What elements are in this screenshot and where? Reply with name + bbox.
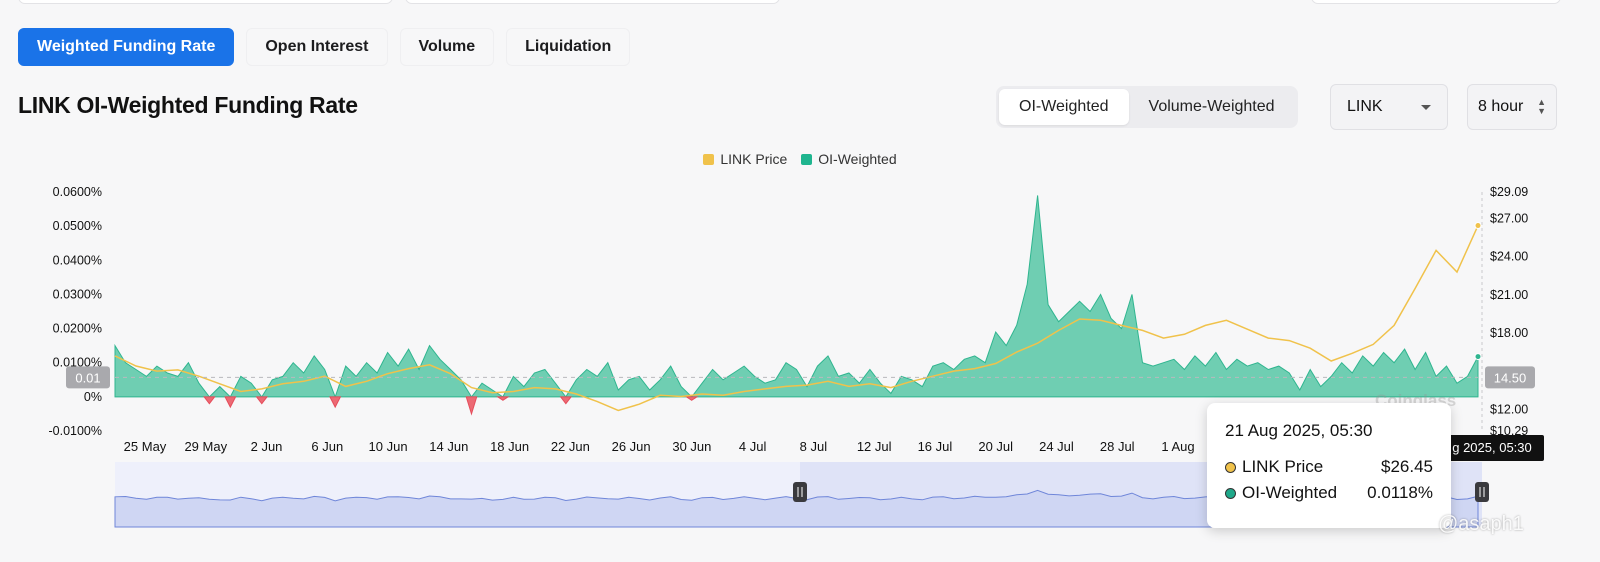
y-left-tick-label: 0.0200% bbox=[53, 322, 102, 336]
funding-negative-dip bbox=[203, 396, 216, 405]
interval-select-value: 8 hour bbox=[1478, 98, 1524, 115]
symbol-select[interactable]: LINK bbox=[1330, 84, 1448, 130]
x-tick-label: 28 Jul bbox=[1100, 439, 1135, 454]
crosshair-x-label: g 2025, 05:30 bbox=[1452, 440, 1532, 455]
funding-negative-dip bbox=[329, 396, 342, 409]
metric-tabs: Weighted Funding Rate Open Interest Volu… bbox=[18, 28, 631, 66]
legend-swatch-price bbox=[703, 153, 715, 165]
tooltip-funding-label: OI-Weighted bbox=[1242, 483, 1338, 502]
crosshair-x-badge bbox=[1440, 435, 1544, 461]
y-left-tick-label: 0.0300% bbox=[53, 287, 102, 301]
chart-tooltip: 21 Aug 2025, 05:30 LINK Price $26.45 OI-… bbox=[1207, 403, 1451, 528]
x-tick-label: 2 Jun bbox=[251, 439, 283, 454]
x-tick-label: 26 Jun bbox=[612, 439, 651, 454]
y-right-tick-label: $27.00 bbox=[1490, 212, 1528, 226]
x-tick-label: 24 Jul bbox=[1039, 439, 1074, 454]
tab-open-interest[interactable]: Open Interest bbox=[246, 28, 388, 66]
y-left-tick-label: 0.0600% bbox=[53, 185, 102, 199]
x-tick-label: 4 Jul bbox=[739, 439, 767, 454]
y-left-tick-label: 0.0100% bbox=[53, 356, 102, 370]
navigator-handle-left[interactable] bbox=[793, 482, 807, 502]
legend-swatch-funding bbox=[801, 153, 813, 165]
weighting-toggle: OI-Weighted Volume-Weighted bbox=[996, 86, 1298, 128]
tooltip-price-value: $26.45 bbox=[1381, 457, 1433, 476]
x-tick-label: 1 Aug bbox=[1161, 439, 1194, 454]
symbol-select-value: LINK bbox=[1347, 98, 1383, 115]
funding-dot-icon bbox=[1225, 487, 1236, 499]
chevron-down-icon bbox=[1421, 104, 1431, 110]
up-down-icon: ▲ ▼ bbox=[1537, 97, 1546, 116]
crosshair-left-badge bbox=[66, 366, 110, 389]
funding-negative-dip bbox=[559, 396, 573, 405]
legend-item-funding[interactable]: OI-Weighted bbox=[801, 151, 897, 167]
navigator-handle-right[interactable] bbox=[1475, 482, 1489, 502]
volume-weighted-button[interactable]: Volume-Weighted bbox=[1148, 98, 1275, 115]
legend-label-funding: OI-Weighted bbox=[818, 151, 897, 167]
tooltip-price-label: LINK Price bbox=[1242, 457, 1324, 476]
x-tick-label: 12 Jul bbox=[857, 439, 892, 454]
funding-negative-dip bbox=[255, 396, 269, 405]
funding-negative-dip bbox=[224, 396, 237, 409]
x-tick-label: 30 Jun bbox=[672, 439, 711, 454]
y-right-tick-label: $21.00 bbox=[1490, 288, 1528, 302]
y-left-tick-label: -0.0100% bbox=[48, 424, 102, 438]
x-tick-label: 6 Jun bbox=[311, 439, 343, 454]
legend-item-price[interactable]: LINK Price bbox=[703, 151, 787, 167]
tooltip-date: 21 Aug 2025, 05:30 bbox=[1225, 421, 1373, 440]
x-tick-label: 25 May bbox=[124, 439, 167, 454]
crosshair-right-label: 14.50 bbox=[1494, 370, 1527, 385]
funding-negative-dip bbox=[684, 396, 699, 401]
x-tick-label: 10 Jun bbox=[369, 439, 408, 454]
x-tick-label: 18 Jun bbox=[490, 439, 529, 454]
y-left-tick-label: 0.0500% bbox=[53, 219, 102, 233]
x-tick-label: 29 May bbox=[184, 439, 227, 454]
chart-legend: LINK Price OI-Weighted bbox=[0, 151, 1600, 167]
price-endpoint-marker bbox=[1474, 222, 1482, 230]
crosshair-right-badge bbox=[1485, 366, 1535, 389]
y-right-tick-label: $10.29 bbox=[1490, 424, 1528, 438]
y-left-tick-label: 0% bbox=[84, 390, 102, 404]
y-left-tick-label: 0.0400% bbox=[53, 253, 102, 267]
price-line bbox=[114, 225, 1479, 412]
x-tick-label: 14 Jun bbox=[429, 439, 468, 454]
funding-area-positive bbox=[114, 195, 1479, 399]
y-right-tick-label: $29.09 bbox=[1490, 185, 1528, 199]
y-right-tick-label: $18.00 bbox=[1490, 326, 1528, 340]
tab-weighted-funding-rate[interactable]: Weighted Funding Rate bbox=[18, 28, 235, 66]
tooltip-row-funding: OI-Weighted 0.0118% bbox=[1225, 483, 1433, 503]
tooltip-funding-value: 0.0118% bbox=[1367, 483, 1433, 502]
funding-negative-dip bbox=[496, 396, 510, 401]
oi-weighted-button[interactable]: OI-Weighted bbox=[999, 89, 1129, 125]
x-tick-label: 16 Jul bbox=[918, 439, 953, 454]
crosshair-left-label: 0.01 bbox=[75, 370, 100, 385]
tab-liquidation[interactable]: Liquidation bbox=[506, 28, 631, 66]
user-watermark: @asaph1 bbox=[1438, 513, 1524, 535]
page-title: LINK OI-Weighted Funding Rate bbox=[18, 92, 358, 118]
funding-endpoint-marker bbox=[1474, 353, 1482, 361]
price-dot-icon bbox=[1225, 461, 1236, 473]
y-right-tick-label: $12.00 bbox=[1490, 402, 1528, 416]
funding-negative-dip bbox=[465, 396, 478, 416]
x-tick-label: 20 Jul bbox=[978, 439, 1013, 454]
y-right-tick-label: $24.00 bbox=[1490, 250, 1528, 264]
x-tick-label: 22 Jun bbox=[551, 439, 590, 454]
interval-select[interactable]: 8 hour ▲ ▼ bbox=[1467, 84, 1557, 130]
x-tick-label: 8 Jul bbox=[800, 439, 828, 454]
tab-volume[interactable]: Volume bbox=[399, 28, 495, 66]
legend-label-price: LINK Price bbox=[720, 151, 788, 167]
tooltip-row-price: LINK Price $26.45 bbox=[1225, 457, 1433, 477]
